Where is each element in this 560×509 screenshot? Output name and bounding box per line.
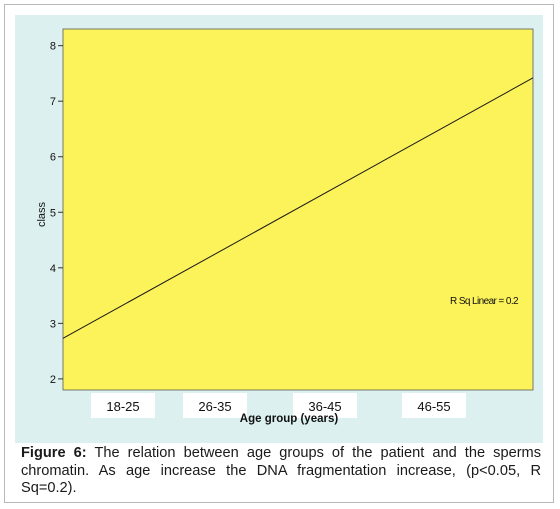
caption-text: The relation between age groups of the p… (21, 445, 542, 496)
line-chart: 2 3 4 5 6 7 8 class 18-25 26-35 36-45 46-55 Age grou… (36, 28, 534, 425)
x-axis-title: Age group (years) (240, 413, 339, 425)
category-box (91, 393, 155, 418)
y-tick-label: 7 (50, 96, 56, 108)
caption-label: Figure 6: (21, 445, 87, 461)
x-category-label: 18-25 (106, 399, 139, 414)
chart-panel: 2 3 4 5 6 7 8 class 18-25 26-35 36-45 46-55 Age grou… (15, 15, 543, 443)
r-squared-annotation: R Sq Linear = 0.2 (450, 296, 519, 307)
figure-caption: Figure 6: The relation between age group… (21, 445, 541, 498)
category-box (293, 393, 357, 418)
y-tick-label: 4 (50, 263, 56, 275)
y-tick-label: 8 (50, 41, 56, 53)
category-box (183, 393, 247, 418)
y-tick-label: 2 (50, 374, 56, 386)
y-tick-label: 5 (50, 207, 56, 219)
y-axis-title: class (36, 201, 48, 227)
category-box (402, 393, 466, 418)
y-tick-label: 6 (50, 152, 56, 164)
plot-area (62, 28, 534, 391)
y-tick-label: 3 (50, 318, 56, 330)
x-category-label: 36-45 (308, 399, 341, 414)
x-category-label: 26-35 (198, 399, 231, 414)
x-category-label: 46-55 (417, 399, 450, 414)
figure-frame: 2 3 4 5 6 7 8 class 18-25 26-35 36-45 46-55 Age grou… (4, 4, 554, 503)
regression-line (62, 77, 534, 339)
